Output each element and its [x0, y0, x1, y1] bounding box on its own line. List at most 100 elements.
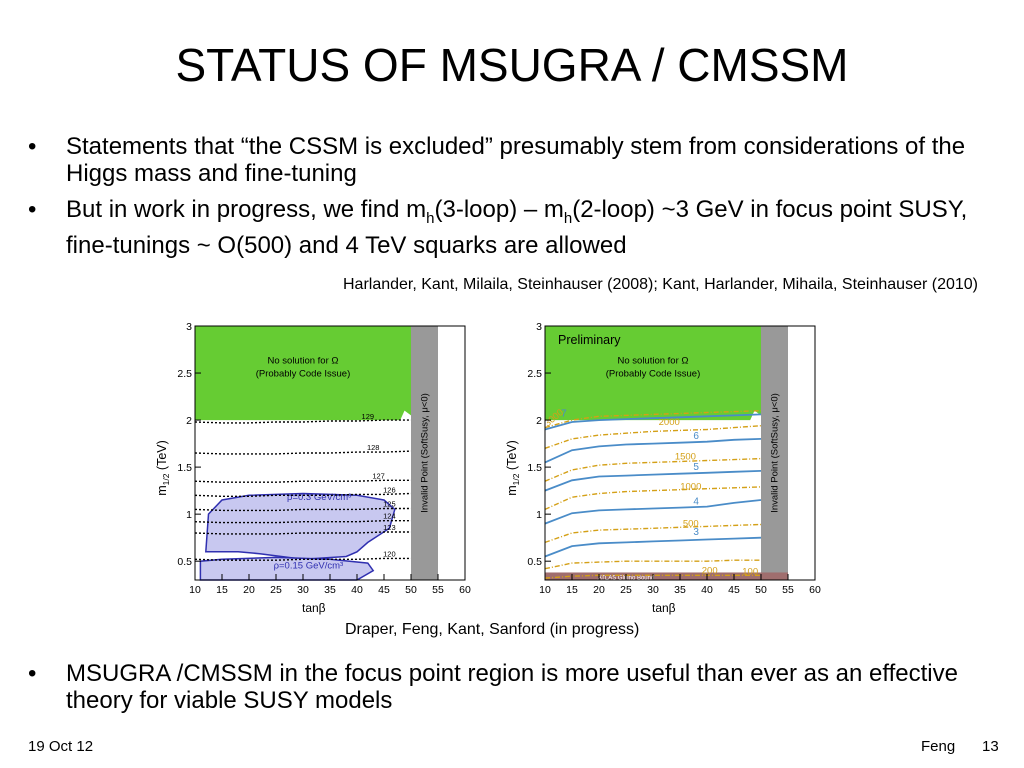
bullet-text: MSUGRA /CMSSM in the focus point region … — [66, 660, 958, 714]
no-solution-label: No solution for Ω — [268, 356, 339, 367]
finetuning-contour — [544, 574, 761, 579]
preliminary-label: Preliminary — [558, 333, 621, 347]
no-solution-region — [195, 326, 411, 421]
higgs-mass-label: 120 — [383, 549, 396, 558]
squark-mass-label: 6 — [693, 431, 699, 442]
higgs-mass-label: 129 — [362, 412, 375, 421]
x-tick-label: 45 — [378, 584, 390, 596]
x-tick-label: 35 — [324, 584, 336, 596]
y-tick-label: 1.5 — [527, 462, 542, 474]
finetuning-label: 1000 — [680, 482, 701, 493]
no-solution-region — [545, 326, 761, 421]
slide-title: STATUS OF MSUGRA / CMSSM — [175, 39, 849, 91]
y-axis-label: m1/2 (TeV) — [155, 440, 171, 496]
finetuning-label: 500 — [683, 518, 699, 529]
finetuning-contour — [544, 410, 762, 429]
x-tick-label: 60 — [459, 584, 471, 596]
plot-left-higgs-mass: No solution for Ω (Probably Code Issue) In… — [155, 321, 471, 615]
x-tick-label: 60 — [809, 584, 821, 596]
bullet-item: • MSUGRA /CMSSM in the focus point regio… — [0, 660, 1024, 714]
finetuning-contour — [544, 457, 762, 482]
footer-date: 19 Oct 12 — [28, 738, 94, 755]
no-solution-sublabel: (Probably Code Issue) — [606, 369, 701, 380]
y-axis-label: m1/2 (TeV) — [505, 440, 521, 496]
invalid-region-label: Invalid Point (SoftSusy, μ<0) — [420, 393, 431, 513]
bullet-text: Statements that “the CSSM is excluded” p… — [66, 133, 966, 187]
invalid-region — [411, 326, 438, 580]
y-tick-label: 2.5 — [527, 368, 542, 380]
bullet-symbol: • — [28, 133, 37, 160]
x-tick-label: 55 — [782, 584, 794, 596]
finetuning-label: 200 — [702, 565, 718, 576]
bullet-list-bottom: • MSUGRA /CMSSM in the focus point regio… — [0, 660, 1024, 714]
higgs-mass-label: 126 — [383, 485, 396, 494]
invalid-region — [761, 326, 788, 580]
bullet-text-post: (2-loop) ~3 GeV in focus point SUSY, fin… — [66, 196, 968, 259]
dark-matter-label: ρ=0.3 GeV/cm³ — [287, 492, 351, 503]
y-tick-label: 2 — [186, 415, 192, 427]
squark-mass-label: 7 — [561, 408, 567, 419]
x-tick-label: 45 — [728, 584, 740, 596]
finetuning-label: 1500 — [675, 452, 696, 463]
squark-mass-label: 3 — [693, 527, 699, 538]
squark-mass-label: 5 — [693, 462, 699, 473]
finetuning-contour — [544, 523, 762, 544]
x-tick-label: 20 — [243, 584, 255, 596]
bullet-subscript: h — [426, 209, 435, 227]
higgs-mass-label: 128 — [367, 443, 380, 452]
finetuning-label: 2000 — [659, 417, 680, 428]
y-tick-label: 1 — [536, 509, 542, 521]
finetuning-contour — [544, 425, 762, 449]
x-tick-label: 50 — [755, 584, 767, 596]
x-axis-label: tanβ — [652, 601, 676, 615]
x-tick-label: 35 — [674, 584, 686, 596]
bullet-text-mid: (3-loop) – m — [434, 196, 564, 223]
y-tick-label: 1.5 — [177, 462, 192, 474]
higgs-mass-contour — [194, 557, 411, 561]
dark-matter-label: ρ=0.15 GeV/cm³ — [274, 561, 344, 572]
invalid-region-label: Invalid Point (SoftSusy, μ<0) — [770, 393, 781, 513]
squark-mass-label: 4 — [693, 497, 699, 508]
x-tick-label: 25 — [620, 584, 632, 596]
x-tick-label: 15 — [216, 584, 228, 596]
higgs-mass-contour — [194, 507, 411, 512]
higgs-mass-label: 123 — [383, 523, 396, 532]
squark-mass-contour — [544, 499, 762, 525]
x-tick-label: 10 — [189, 584, 201, 596]
higgs-mass-contour — [194, 531, 411, 535]
x-tick-label: 30 — [297, 584, 309, 596]
x-tick-label: 15 — [566, 584, 578, 596]
finetuning-contour — [544, 486, 762, 511]
no-solution-label: No solution for Ω — [618, 356, 689, 367]
higgs-mass-contour — [194, 419, 411, 424]
citation-harlander: Harlander, Kant, Milaila, Steinhauser (2… — [342, 276, 978, 293]
squark-mass-contour — [544, 536, 762, 558]
y-tick-label: 3 — [186, 321, 192, 333]
bullet-symbol: • — [28, 196, 37, 223]
higgs-mass-contour — [194, 492, 412, 497]
x-tick-label: 55 — [432, 584, 444, 596]
squark-mass-contour — [544, 413, 762, 431]
higgs-mass-contour — [194, 450, 412, 455]
squark-mass-contour — [544, 470, 762, 492]
higgs-mass-label: 127 — [372, 471, 385, 480]
x-tick-label: 30 — [647, 584, 659, 596]
higgs-mass-label: 124 — [383, 512, 396, 521]
higgs-mass-contour — [194, 479, 411, 483]
x-tick-label: 40 — [351, 584, 363, 596]
footer-page-number: 13 — [982, 738, 999, 755]
y-tick-label: 0.5 — [527, 556, 542, 568]
bullet-list-top: • Statements that “the CSSM is excluded”… — [0, 133, 1024, 259]
bullet-item: • Statements that “the CSSM is excluded”… — [0, 133, 1024, 187]
no-solution-sublabel: (Probably Code Issue) — [256, 369, 351, 380]
footer-author: Feng — [921, 738, 956, 755]
higgs-mass-label: 125 — [383, 500, 396, 509]
bullet-text-pre: But in work in progress, we find m — [66, 196, 427, 223]
finetuning-label: 100 — [742, 566, 758, 577]
x-axis-label: tanβ — [302, 601, 326, 615]
x-tick-label: 25 — [270, 584, 282, 596]
x-tick-label: 10 — [539, 584, 551, 596]
plot-right-finetuning: No solution for Ω (Probably Code Issue) In… — [505, 321, 821, 615]
bullet-subscript: h — [563, 209, 573, 227]
higgs-mass-contour — [194, 520, 411, 524]
